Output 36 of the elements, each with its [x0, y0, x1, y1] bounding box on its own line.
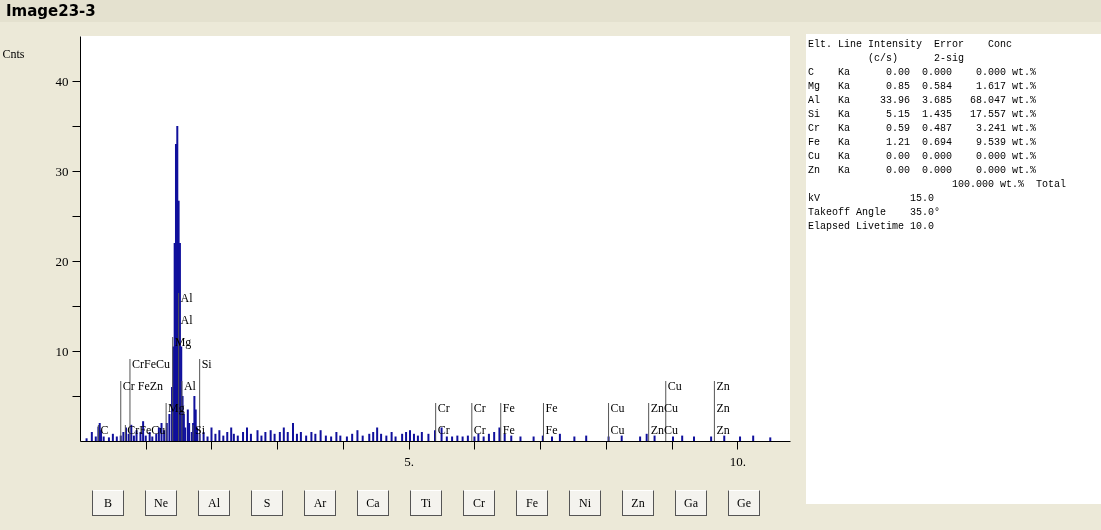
x-tick-label: 10.	[729, 453, 747, 469]
ref-line-label: C	[100, 423, 109, 437]
text: Cr Ka 0.59 0.487 3.241 wt.%	[808, 122, 1038, 136]
text: Takeoff Angle 35.0°	[808, 206, 942, 220]
text: Fe Ka 1.21 0.694 9.539 wt.%	[808, 136, 1038, 150]
chart-title: Image23-3	[0, 0, 1101, 22]
text: Si Ka 5.15 1.435 17.557 wt.%	[808, 108, 1038, 122]
ref-line-label: Al Al	[180, 291, 194, 327]
text: C Ka 0.00 0.000 0.000 wt.%	[808, 66, 1038, 80]
ref-line-label: Fe Fe	[545, 401, 558, 437]
ref-line-label: Cr Cr	[437, 401, 450, 437]
ref-line-label: ZnCu ZnCu	[650, 401, 678, 437]
ref-line-label: CrFeCu	[131, 357, 170, 371]
text: 100.000 wt.% Total	[951, 178, 1068, 192]
y-tick-label: 20	[55, 253, 69, 269]
y-tick-label: 40	[55, 73, 69, 89]
text: Mg Ka 0.85 0.584 1.617 wt.%	[808, 80, 1038, 94]
ref-line-label: Cr FeZn	[122, 379, 164, 393]
text: (c/s) 2-sig	[867, 52, 966, 66]
y-tick-label: 10	[55, 343, 69, 359]
text: Elapsed Livetime 10.0	[808, 220, 936, 234]
ref-line-label: Fe Fe	[502, 401, 515, 437]
text: Elt. Line Intensity Error Conc	[808, 38, 1014, 52]
y-tick-label: 30	[55, 163, 69, 179]
ref-line-label: Cu	[667, 379, 682, 393]
y-axis-title: Cnts	[2, 46, 25, 61]
ref-line-label: Cu Cu	[610, 401, 625, 437]
ref-line-label: Al	[183, 379, 197, 393]
ref-line-label: Zn Zn Zn	[716, 379, 730, 437]
ref-line-label: Cr Cr	[473, 401, 486, 437]
text: Zn Ka 0.00 0.000 0.000 wt.%	[808, 164, 1038, 178]
text: Cu Ka 0.00 0.000 0.000 wt.%	[808, 150, 1038, 164]
ref-line-label: Si	[201, 357, 213, 371]
text: kV 15.0	[808, 192, 936, 206]
x-tick-label: 5.	[404, 453, 415, 469]
text: Al Ka 33.96 3.685 68.047 wt.%	[808, 94, 1038, 108]
